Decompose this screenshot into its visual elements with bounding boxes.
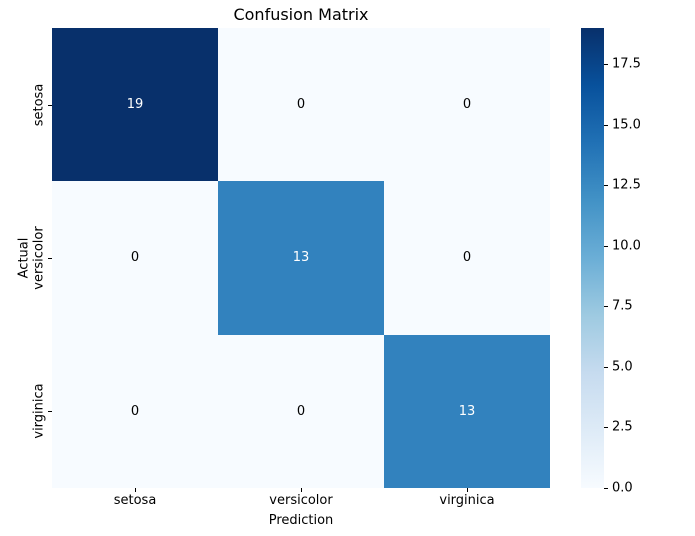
cell-value: 13 (458, 403, 476, 419)
y-tick-mark (48, 258, 52, 259)
cell-value: 0 (130, 403, 140, 419)
chart-title: Confusion Matrix (233, 5, 369, 24)
colorbar-tick-mark (604, 64, 608, 66)
heatmap-cell: 19 (52, 28, 218, 182)
colorbar-tick-mark (604, 124, 608, 126)
cell-value: 13 (292, 250, 310, 266)
y-axis-label: Actual (16, 237, 32, 279)
y-tick-mark (48, 104, 52, 106)
cell-value: 0 (296, 403, 306, 419)
heatmap-cell: 13 (218, 181, 384, 335)
heatmap-cell: 0 (218, 28, 384, 182)
colorbar (581, 28, 604, 488)
colorbar-tick-label: 12.5 (612, 177, 641, 193)
colorbar-tick-mark (604, 306, 608, 308)
colorbar-tick-mark (604, 488, 608, 489)
heatmap-cell: 0 (384, 28, 550, 182)
x-tick-mark (301, 488, 302, 492)
cell-value: 0 (462, 250, 472, 266)
x-axis-label: Prediction (268, 513, 334, 528)
cell-value: 0 (296, 97, 306, 113)
y-tick-label: setosa (31, 83, 47, 126)
y-tick-label: virginica (31, 383, 47, 439)
cell-value: 0 (462, 97, 472, 113)
y-tick-mark (48, 411, 52, 413)
colorbar-tick-label: 0.0 (612, 480, 633, 496)
x-tick-mark (135, 488, 136, 492)
colorbar-tick-label: 10.0 (612, 238, 641, 254)
colorbar-tick-label: 2.5 (612, 419, 633, 435)
colorbar-tick-label: 15.0 (612, 117, 641, 133)
colorbar-tick-mark (604, 245, 608, 247)
heatmap-cell: 0 (52, 181, 218, 335)
heatmap-cell: 0 (384, 181, 550, 335)
colorbar-tick-label: 7.5 (612, 298, 633, 314)
heatmap-cell: 13 (384, 334, 550, 488)
colorbar-tick-mark (604, 427, 608, 429)
y-tick-label: versicolor (31, 226, 47, 290)
colorbar-tick-mark (604, 185, 608, 187)
colorbar-tick-label: 17.5 (612, 56, 641, 72)
heatmap-grid: 19 0 0 0 13 0 0 0 13 (52, 28, 550, 488)
x-tick-label: setosa (113, 493, 157, 508)
x-tick-mark (467, 488, 468, 492)
heatmap-cell: 0 (218, 334, 384, 488)
colorbar-tick-label: 5.0 (612, 359, 633, 375)
x-tick-label: virginica (439, 493, 495, 508)
cell-value: 19 (126, 97, 144, 113)
colorbar-tick-mark (604, 366, 608, 368)
cell-value: 0 (130, 250, 140, 266)
heatmap-cell: 0 (52, 334, 218, 488)
x-tick-label: versicolor (269, 493, 333, 508)
